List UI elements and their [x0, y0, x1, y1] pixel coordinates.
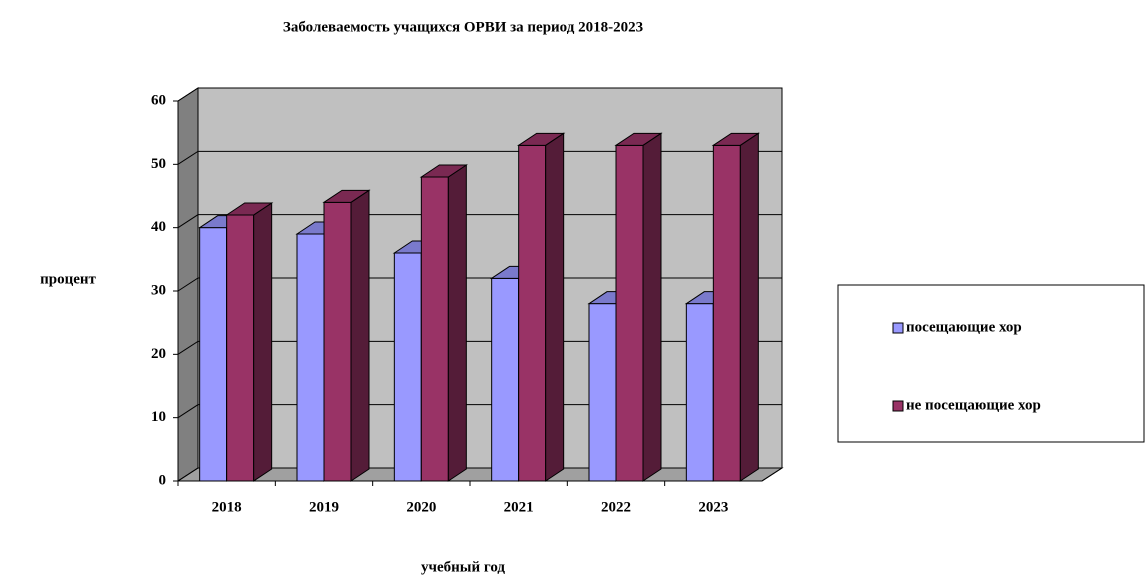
- bar-front: [685, 303, 714, 482]
- x-tick-label: 2018: [212, 499, 242, 515]
- grid-line: [177, 87, 782, 102]
- x-tick-label: 2021: [504, 499, 534, 515]
- bar-top: [517, 132, 566, 146]
- grid-line: [177, 340, 782, 355]
- x-tick-label: 2023: [698, 499, 728, 515]
- grid-line: [177, 277, 782, 292]
- legend-label: не посещающие хор: [906, 397, 1041, 413]
- legend-swatch: [892, 400, 904, 412]
- y-tick-label: 60: [151, 92, 166, 108]
- bar-top: [711, 132, 760, 146]
- bar: [614, 132, 663, 482]
- bar-top: [322, 189, 371, 203]
- bar-top: [225, 202, 274, 216]
- bar-side: [447, 164, 467, 482]
- bar-side: [739, 132, 759, 482]
- x-axis-depth: [761, 467, 783, 482]
- bar: [517, 132, 566, 482]
- grid-line: [177, 214, 782, 229]
- bar: [322, 189, 371, 482]
- bar-front: [420, 176, 449, 482]
- bar-front: [393, 252, 422, 482]
- bar-side: [642, 132, 662, 482]
- y-tick-label: 30: [151, 282, 166, 298]
- x-tick-label: 2020: [406, 499, 436, 515]
- y-tick-label: 0: [159, 472, 167, 488]
- bar-side: [253, 202, 273, 482]
- legend-box: [837, 284, 1145, 443]
- bar-front: [199, 227, 228, 482]
- x-tick-label: 2022: [601, 499, 631, 515]
- bar-front: [296, 233, 325, 482]
- bar-front: [588, 303, 617, 482]
- bar-front: [518, 144, 547, 482]
- bar-top: [419, 164, 468, 178]
- bar-front: [491, 277, 520, 482]
- chart-title: Заболеваемость учащихся ОРВИ за период 2…: [283, 19, 643, 35]
- bar-front: [615, 144, 644, 482]
- grid-line: [177, 467, 782, 482]
- bar: [419, 164, 468, 482]
- bar: [711, 132, 760, 482]
- bar-side: [350, 189, 370, 482]
- grid-line: [177, 404, 782, 419]
- y-tick-label: 10: [151, 409, 166, 425]
- grid-line: [177, 150, 782, 165]
- x-tick-label: 2019: [309, 499, 339, 515]
- y-axis-label: процент: [40, 271, 96, 287]
- y-tick-label: 40: [151, 219, 166, 235]
- y-tick-label: 50: [151, 156, 166, 172]
- bar-front: [226, 214, 255, 482]
- bar-front: [712, 144, 741, 482]
- legend-swatch: [892, 322, 904, 334]
- bar-front: [323, 201, 352, 482]
- bar-top: [614, 132, 663, 146]
- bar: [225, 202, 274, 482]
- legend-label: посещающие хор: [906, 319, 1022, 335]
- bar-side: [545, 132, 565, 482]
- y-tick-label: 20: [151, 346, 166, 362]
- x-axis-label: учебный год: [421, 559, 505, 575]
